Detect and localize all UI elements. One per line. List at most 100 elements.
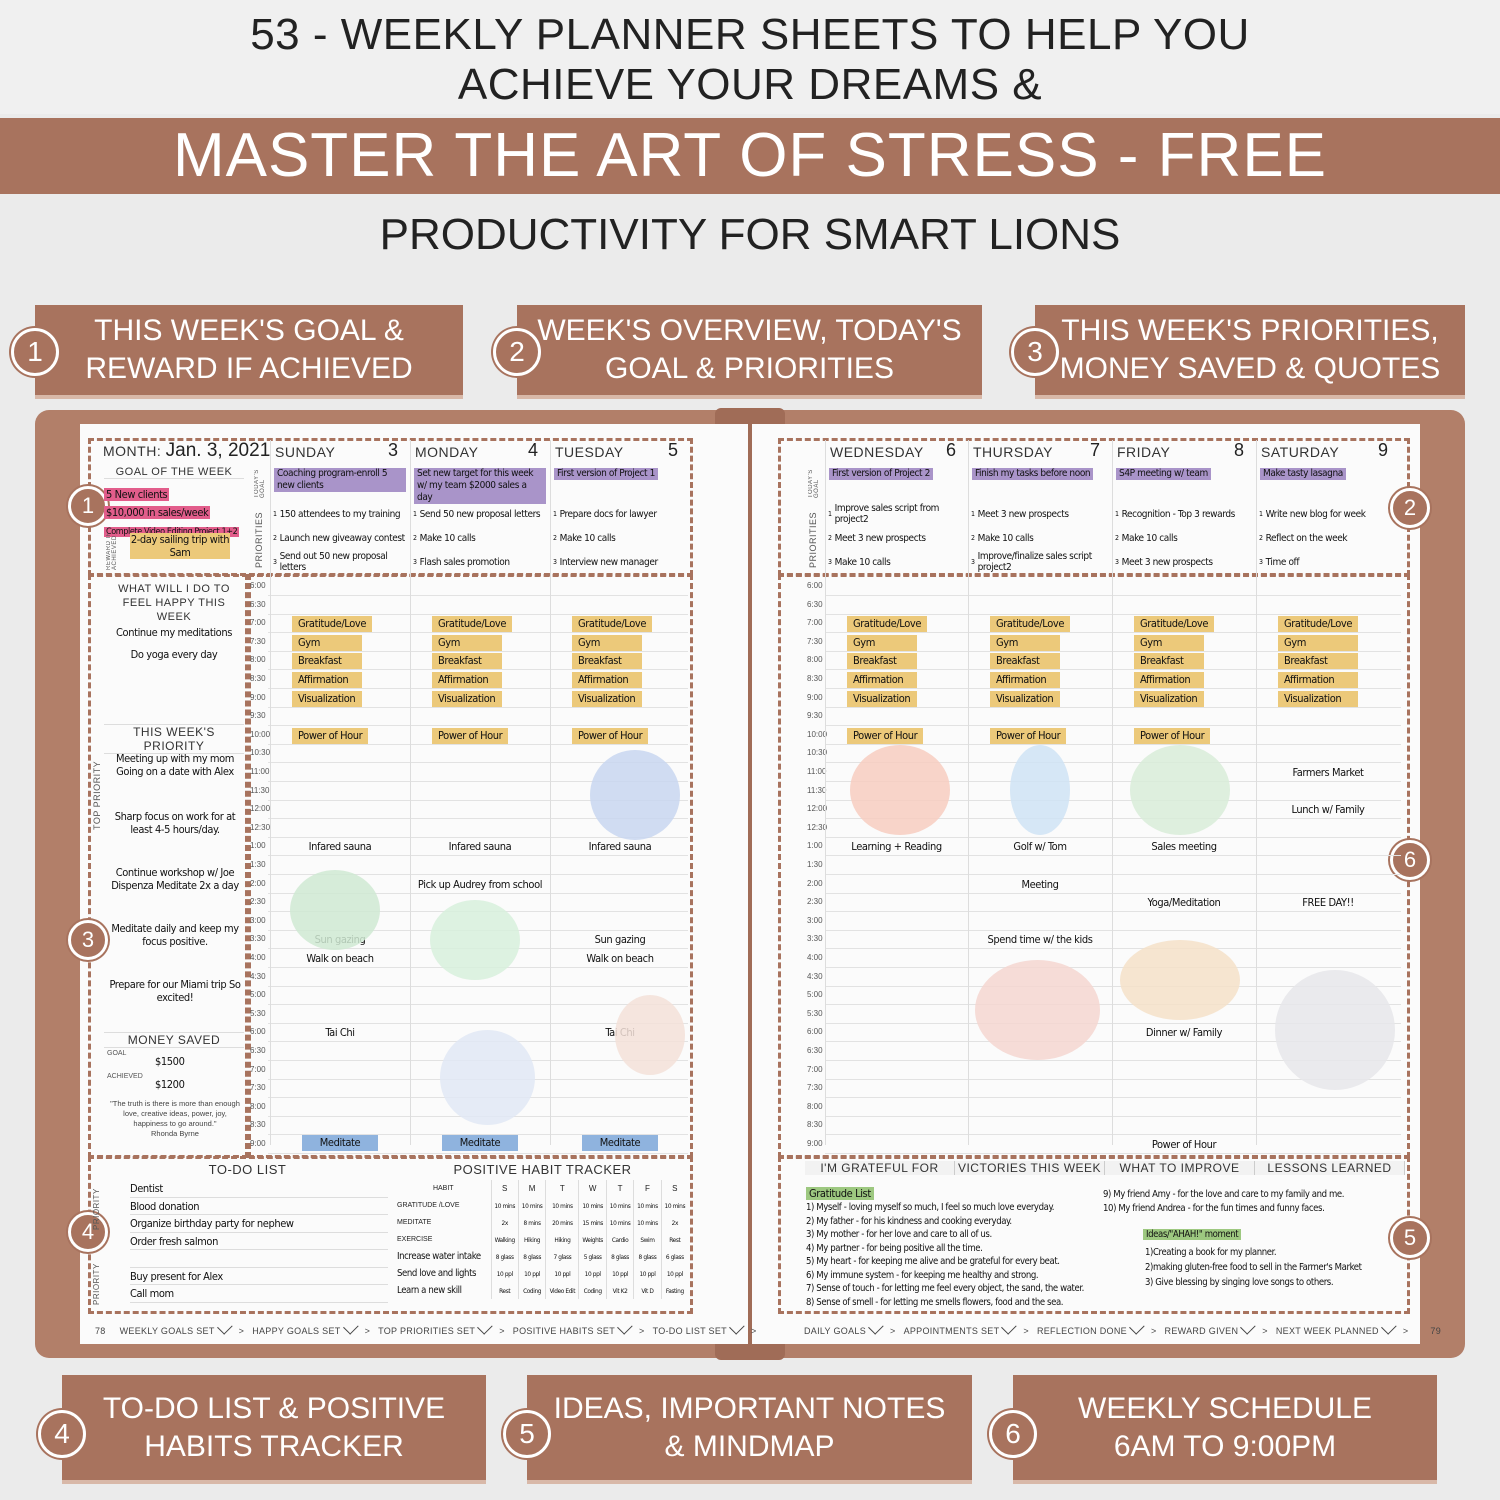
schedule-event: Visualization — [1134, 690, 1204, 707]
time-row-line — [825, 725, 1401, 727]
schedule-event: Power of Hour — [990, 727, 1067, 744]
day-date: 9 — [1378, 440, 1389, 460]
todays-goal: Set new target for this week w/ my team … — [414, 468, 546, 504]
reflection-header: WHAT TO IMPROVE — [1105, 1161, 1255, 1175]
priority-item: 2 Make 10 calls — [1115, 527, 1253, 549]
habit-value: 5 glass — [578, 1248, 607, 1265]
schedule-event: Breakfast — [847, 653, 917, 670]
footer-checklist-left: 78 WEEKLY GOALS SET > HAPPY GOALS SET > TOP P… — [95, 1319, 765, 1336]
habit-value: Vit K2 — [605, 1282, 634, 1299]
priority-number: 3 — [1115, 557, 1119, 566]
time-label: 11:30 — [250, 785, 270, 795]
habit-header-cell: T — [545, 1180, 579, 1197]
habit-value: 2x — [660, 1214, 688, 1231]
schedule-event: Visualization — [572, 690, 642, 707]
time-row-line — [268, 892, 688, 894]
time-row-line — [268, 743, 688, 745]
priority-item: 3 Interview new manager — [553, 551, 687, 573]
ideas-tag: Ideas/"AHAH!" moment — [1143, 1229, 1242, 1240]
reward: 2-day sailing trip with Sam — [130, 533, 230, 559]
day-name: WEDNESDAY — [830, 444, 924, 460]
time-row-line — [825, 1060, 1401, 1061]
time-row-line — [268, 1022, 688, 1024]
schedule-event: Pick up Audrey from school — [417, 877, 543, 891]
schedule-event: Gym — [432, 634, 502, 651]
todo-item — [130, 1250, 388, 1268]
time-label: 6:30 — [807, 599, 823, 609]
time-label: 9:30 — [807, 711, 823, 721]
priority-number: 3 — [828, 557, 832, 566]
priority-item: 1 Send 50 new proposal letters — [413, 503, 547, 525]
schedule-event: Breakfast — [1134, 653, 1204, 670]
time-label: 6:30 — [250, 1046, 266, 1055]
gratitude-item: 2) My father - for his kindness and cook… — [806, 1215, 1012, 1227]
time-row-line — [825, 669, 1401, 671]
habit-header-cell: S — [660, 1180, 688, 1197]
reward-label: REWARD IF ACHIEVED — [106, 532, 118, 570]
priority-item: 3 Flash sales promotion — [413, 551, 547, 573]
marker-2: 2 — [1390, 488, 1430, 528]
money-title: MONEY SAVED — [104, 1032, 244, 1048]
schedule-event: Gym — [990, 634, 1060, 651]
reflection-header: I'M GRATEFUL FOR — [805, 1161, 955, 1175]
habit-value: 10 mins — [605, 1197, 634, 1214]
habit-value: 8 glass — [517, 1248, 546, 1265]
reflection-header: VICTORIES THIS WEEK — [955, 1161, 1105, 1175]
schedule-event: Visualization — [292, 690, 362, 707]
schedule-event: Affirmation — [572, 672, 642, 688]
habit-value: Cardio — [605, 1231, 634, 1248]
time-label: 8:00 — [807, 1101, 823, 1111]
schedule-event: Infared sauna — [448, 840, 512, 854]
time-row-line — [268, 632, 688, 634]
schedule-event: Breakfast — [292, 653, 362, 670]
habit-value: Coding — [517, 1282, 546, 1299]
schedule-event: Gratitude/Love — [292, 616, 373, 633]
time-label: 7:30 — [807, 636, 823, 646]
priority-item: 2 Make 10 calls — [553, 527, 687, 549]
day-divider — [825, 440, 826, 1145]
schedule-event: Gym — [1278, 634, 1358, 651]
priority-text: Recognition - Top 3 rewards — [1121, 508, 1236, 520]
priority-item: 2 Meet 3 new prospects — [828, 527, 965, 549]
idea-item: 1)Creating a book for my planner. — [1145, 1247, 1277, 1258]
habit-row: Learn a new skill Rest Coding Video Edit Cod… — [396, 1282, 688, 1299]
habit-row: Send love and lights 10 ppl 10 ppl 10 ppl 10… — [396, 1265, 688, 1282]
habit-name: Increase water intake — [397, 1251, 481, 1262]
time-label: 8:00 — [250, 1101, 266, 1111]
time-label: 5:30 — [807, 1008, 823, 1018]
schedule-event: Breakfast — [990, 653, 1060, 670]
time-label: 8:30 — [250, 674, 266, 683]
money-goal-label: GOAL — [107, 1050, 127, 1057]
day-divider — [550, 440, 551, 1145]
time-label: 7:00 — [250, 618, 266, 628]
schedule-event: Affirmation — [292, 672, 362, 688]
todo-item: Blood donation — [130, 1198, 388, 1215]
schedule-event: Breakfast — [572, 653, 642, 670]
time-row-line — [825, 1097, 1401, 1099]
priority-text: Meet 3 new prospects — [1121, 556, 1213, 568]
time-label: 9:00 — [250, 692, 266, 702]
callout-6: WEEKLY SCHEDULE 6AM TO 9:00PM — [1013, 1375, 1437, 1480]
callout-number: 2 — [493, 328, 541, 376]
month-field: MONTH: Jan. 3, 2021 — [103, 440, 271, 461]
priority-text: Improve/finalize sales script project2 — [977, 551, 1093, 573]
time-label: 1:00 — [250, 841, 266, 851]
habit-header-cell: T — [605, 1180, 634, 1197]
schedule-event: Gym — [572, 634, 642, 651]
priority-item: 2 Make 10 calls — [971, 527, 1109, 549]
time-label: 4:30 — [807, 971, 823, 981]
time-row-line — [268, 650, 688, 652]
time-label: 9:00 — [250, 1139, 266, 1148]
habit-value: Rest — [490, 1282, 519, 1299]
time-row-line — [825, 874, 1401, 875]
priority-number: 3 — [971, 557, 975, 566]
schedule-event: Learning + Reading — [851, 840, 942, 854]
schedule-event: Gratitude/Love — [990, 616, 1071, 633]
schedule-event: Tai Chi — [325, 1026, 355, 1040]
priority-item: 1 Recognition - Top 3 rewards — [1115, 503, 1253, 525]
time-row-line — [825, 743, 1401, 745]
headline: 53 - WEEKLY PLANNER SHEETS TO HELP YOU A… — [0, 0, 1500, 114]
todo-item: Organize birthday party for nephew — [130, 1215, 388, 1233]
todays-goal: S4P meeting w/ team — [1116, 468, 1211, 480]
priority-number: 3 — [1259, 557, 1263, 566]
